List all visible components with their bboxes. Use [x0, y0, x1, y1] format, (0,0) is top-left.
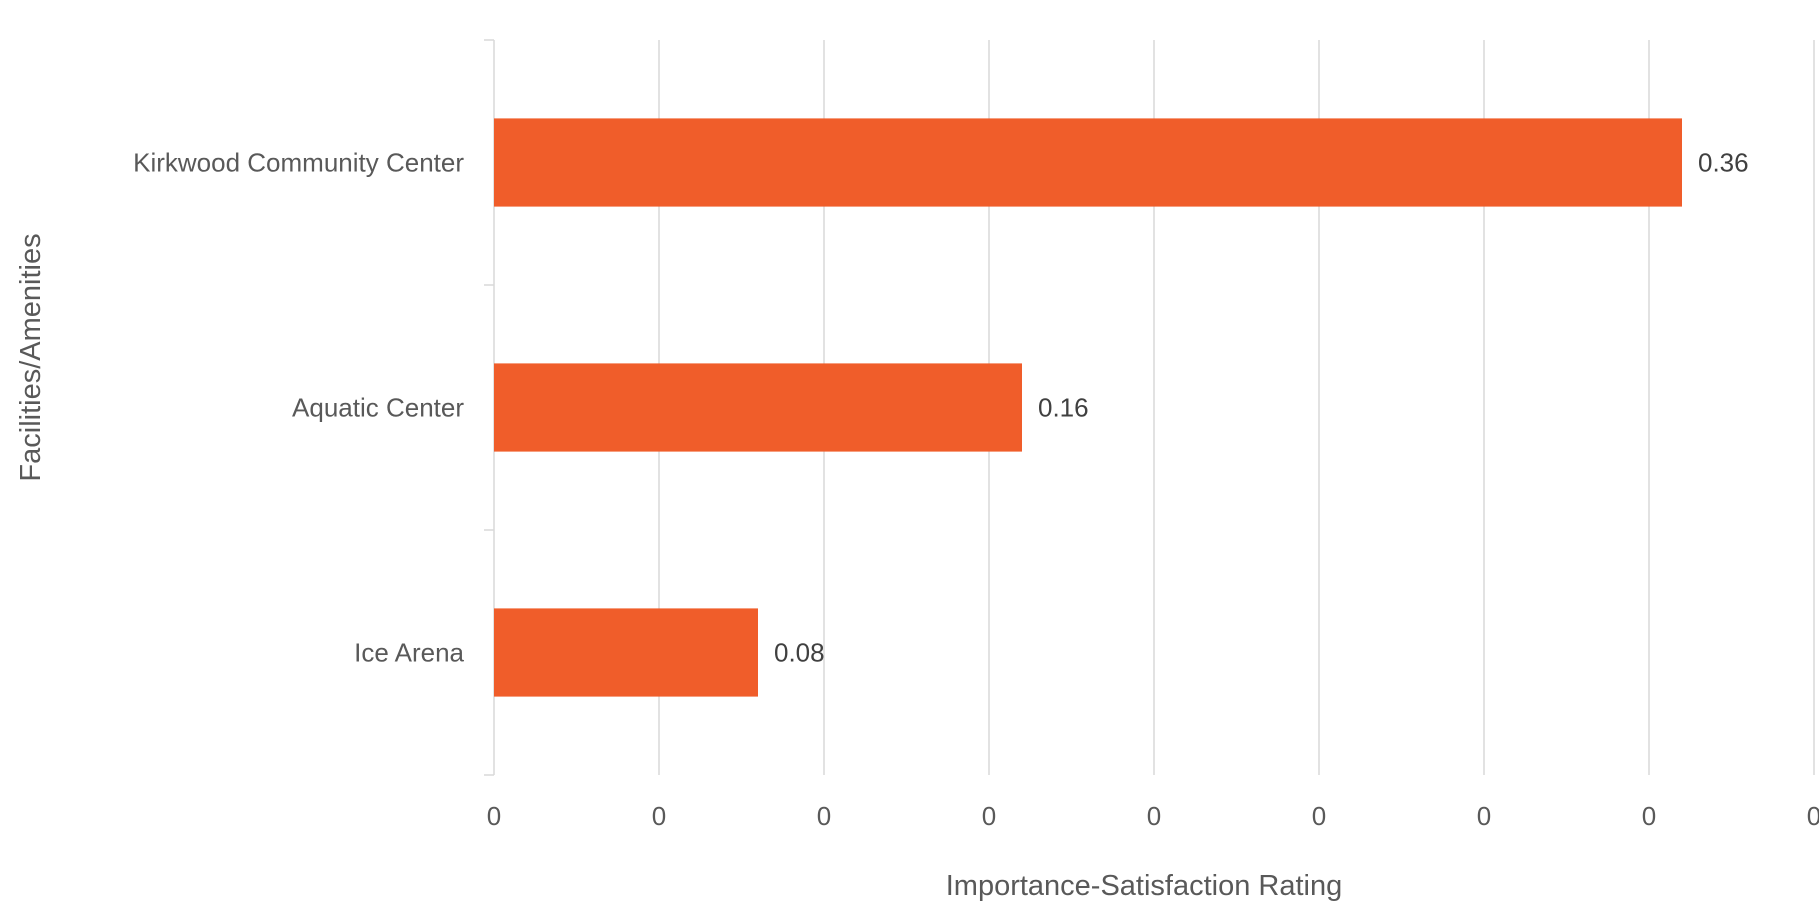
x-tick-label: 0	[1312, 801, 1326, 831]
category-label: Aquatic Center	[292, 393, 464, 423]
x-tick-label: 0	[1642, 801, 1656, 831]
data-label: 0.16	[1038, 393, 1089, 423]
data-label: 0.08	[774, 638, 825, 668]
bar	[494, 363, 1022, 452]
x-tick-label: 0	[982, 801, 996, 831]
bar	[494, 118, 1682, 207]
x-tick-label: 0	[652, 801, 666, 831]
x-tick-label: 0	[817, 801, 831, 831]
data-label: 0.36	[1698, 148, 1749, 178]
y-axis-title: Facilities/Amenities	[15, 233, 47, 481]
category-label: Kirkwood Community Center	[133, 148, 464, 178]
x-tick-label: 0	[487, 801, 501, 831]
bars	[494, 118, 1682, 697]
x-tick-label: 0	[1147, 801, 1161, 831]
category-labels: Kirkwood Community Center Aquatic Center I…	[133, 148, 464, 668]
category-axis	[484, 39, 495, 776]
category-label: Ice Arena	[354, 638, 464, 668]
x-tick-labels: 0 0 0 0 0 0 0 0 0	[487, 801, 1819, 831]
x-tick-label: 0	[1807, 801, 1819, 831]
x-axis-title: Importance-Satisfaction Rating	[946, 870, 1343, 902]
x-tick-label: 0	[1477, 801, 1491, 831]
data-labels: 0.36 0.16 0.08	[774, 148, 1749, 668]
bar	[494, 608, 758, 697]
